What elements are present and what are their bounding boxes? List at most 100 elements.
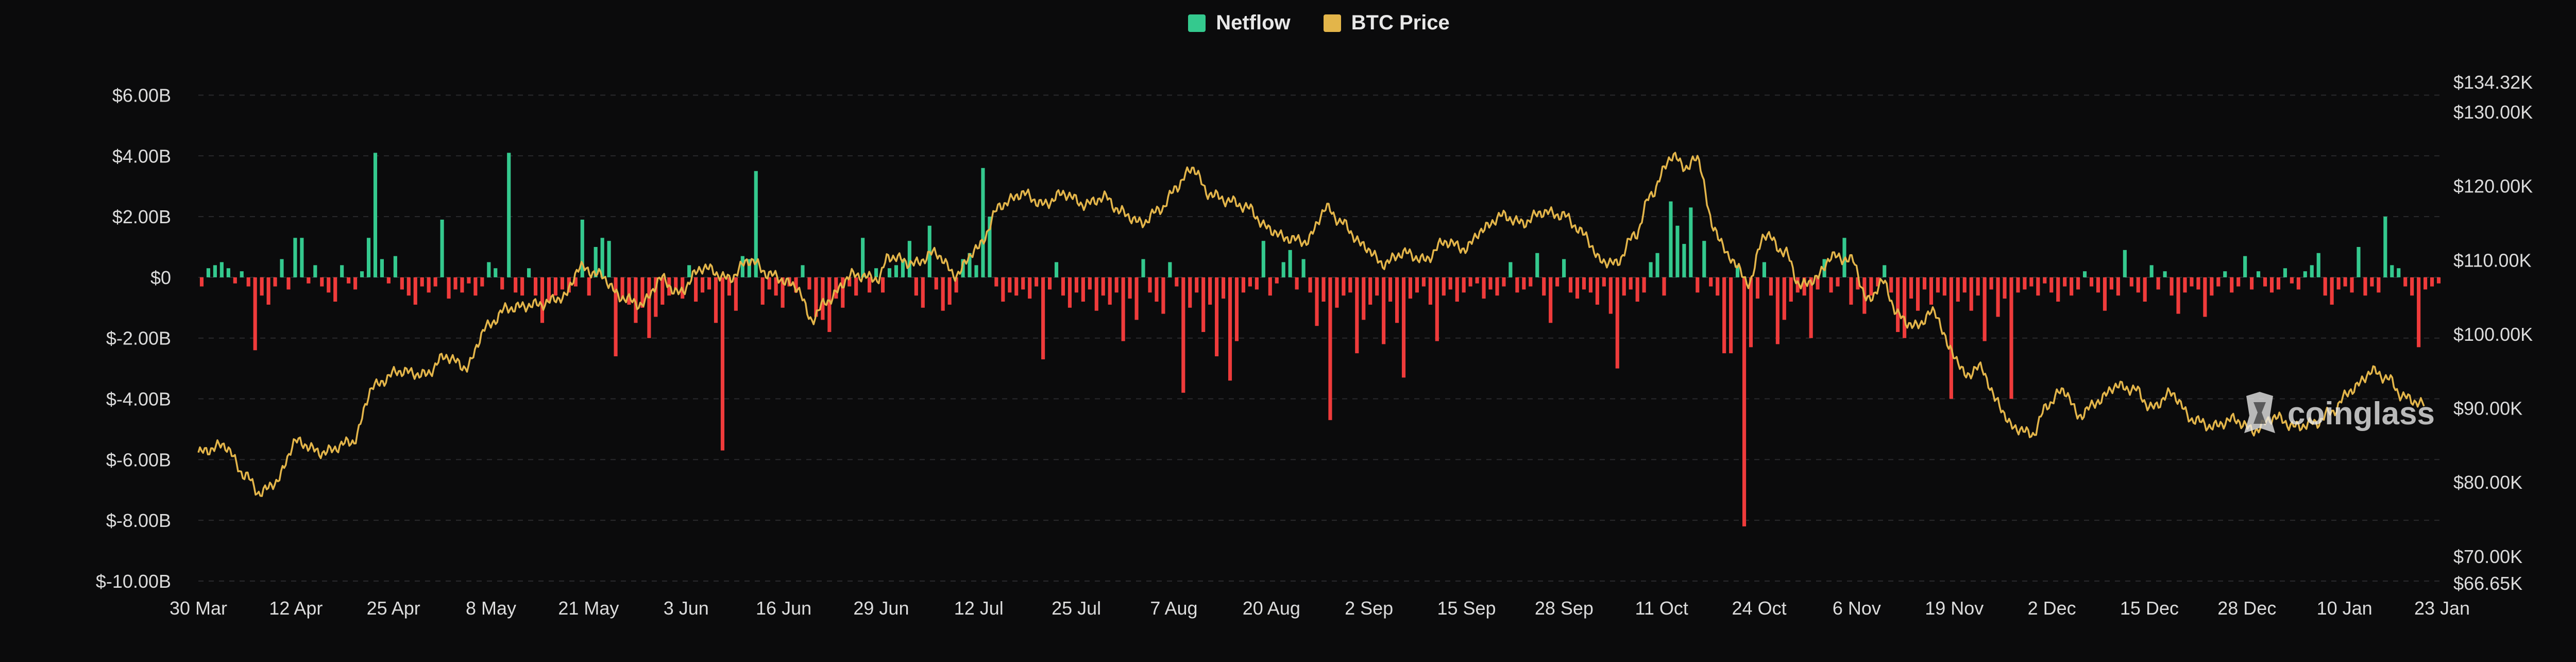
netflow-bar [2029, 277, 2033, 287]
netflow-bar [2109, 277, 2113, 290]
netflow-bar [1468, 277, 1472, 287]
netflow-bar [253, 277, 257, 351]
netflow-bar [206, 268, 211, 277]
netflow-bar [901, 259, 905, 277]
netflow-bar [2116, 277, 2120, 296]
netflow-bar [1067, 277, 1072, 308]
netflow-bar [868, 277, 872, 293]
netflow-bar [1562, 259, 1566, 277]
netflow-bar [233, 277, 237, 284]
netflow-bar [720, 277, 725, 451]
netflow-bar [320, 277, 324, 287]
watermark-text: coinglass [2287, 395, 2435, 432]
netflow-bar [1716, 277, 1720, 296]
netflow-bar [226, 268, 230, 277]
netflow-bar [1729, 277, 1733, 354]
netflow-bar [1181, 277, 1185, 393]
netflow-bar [1976, 277, 1980, 296]
netflow-bar [614, 277, 618, 357]
netflow-bar [1408, 277, 1413, 299]
netflow-bar [747, 259, 751, 277]
netflow-bar [453, 277, 457, 290]
netflow-bar [1869, 277, 1873, 296]
netflow-bar [2296, 277, 2300, 290]
netflow-bar [1395, 277, 1399, 323]
netflow-bar [734, 277, 738, 311]
netflow-bar [1362, 277, 1366, 320]
netflow-bar [754, 171, 758, 277]
netflow-bar [1883, 265, 1887, 277]
netflow-bar [1382, 277, 1386, 344]
netflow-bar [1675, 225, 1680, 277]
netflow-bar [994, 277, 998, 287]
x-tick-label: 2 Sep [1345, 598, 1393, 619]
left-tick-label: $-2.00B [106, 328, 171, 349]
netflow-bar [240, 271, 244, 277]
netflow-bar [473, 277, 478, 296]
netflow-bar [1421, 277, 1426, 287]
netflow-bar [1375, 277, 1379, 296]
netflow-bar [353, 277, 358, 290]
netflow-bar [393, 256, 397, 277]
netflow-bar [1001, 277, 1005, 302]
netflow-bar [1088, 277, 1092, 290]
netflow-bar [1415, 277, 1419, 293]
netflow-swatch [1188, 14, 1206, 32]
netflow-bar [1549, 277, 1553, 323]
netflow-bar [1234, 277, 1239, 341]
netflow-bar [1081, 277, 1085, 302]
netflow-bar [266, 277, 270, 305]
netflow-bar [293, 238, 297, 277]
netflow-bar [2036, 277, 2040, 296]
netflow-bar [1649, 262, 1653, 277]
netflow-bar [2049, 277, 2054, 293]
netflow-bar [1388, 277, 1393, 302]
x-tick-label: 12 Jul [954, 598, 1004, 619]
netflow-bar [988, 217, 992, 277]
left-tick-label: $-6.00B [106, 449, 171, 470]
netflow-bar [1836, 277, 1840, 287]
netflow-bar [2203, 277, 2207, 317]
netflow-bar [2403, 277, 2408, 287]
netflow-bar [654, 277, 658, 317]
netflow-bar [2076, 277, 2080, 290]
netflow-bar [620, 277, 624, 299]
netflow-bar [1529, 277, 1533, 287]
netflow-bar [1348, 277, 1352, 293]
netflow-bar [2103, 277, 2107, 311]
netflow-bar [2383, 217, 2387, 277]
netflow-bar [2350, 277, 2354, 293]
netflow-bar [1455, 277, 1459, 302]
netflow-bar [219, 262, 224, 277]
netflow-bar [1608, 277, 1613, 314]
netflow-bar [1141, 259, 1145, 277]
netflow-bar [2336, 277, 2341, 290]
x-tick-label: 8 May [466, 598, 516, 619]
netflow-bar [2430, 277, 2434, 287]
left-tick-label: $-8.00B [106, 510, 171, 531]
x-tick-label: 25 Apr [367, 598, 420, 619]
netflow-bar [841, 277, 845, 308]
netflow-bar [2290, 277, 2294, 284]
netflow-bar [2316, 253, 2320, 277]
x-tick-label: 21 May [558, 598, 619, 619]
left-tick-label: $-10.00B [96, 571, 171, 592]
x-tick-label: 29 Jun [853, 598, 909, 619]
legend-item-btc-price[interactable]: BTC Price [1323, 11, 1450, 35]
netflow-bar [947, 277, 952, 305]
left-tick-label: $2.00B [112, 206, 171, 227]
netflow-bar [1101, 277, 1105, 296]
netflow-bar [1856, 277, 1860, 290]
netflow-bar [1629, 277, 1633, 290]
netflow-bar [540, 277, 545, 323]
netflow-bar [1268, 277, 1272, 296]
btc-price-swatch [1323, 14, 1341, 32]
netflow-bar [433, 277, 437, 287]
netflow-bar [794, 277, 798, 293]
x-tick-label: 30 Mar [170, 598, 227, 619]
netflow-bar [954, 277, 958, 293]
netflow-bar [1435, 277, 1439, 341]
netflow-bar [500, 277, 504, 290]
legend-item-netflow[interactable]: Netflow [1188, 11, 1291, 35]
netflow-bar [580, 219, 584, 277]
